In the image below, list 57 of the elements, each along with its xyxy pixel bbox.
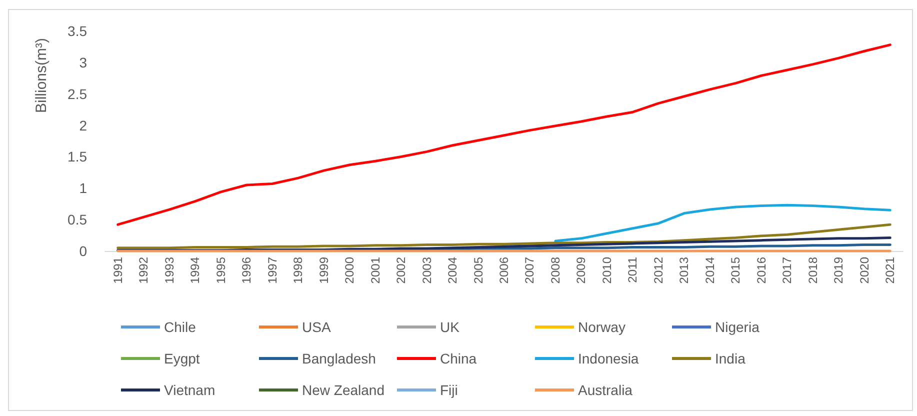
- x-tick-label: 1997: [265, 256, 280, 284]
- legend-label: Fiji: [440, 382, 458, 398]
- x-tick-label: 2002: [394, 256, 408, 284]
- x-tick-label: 2019: [832, 256, 846, 284]
- x-tick-label: 2001: [368, 256, 382, 284]
- x-tick-label: 2008: [548, 256, 562, 284]
- x-tick-label: 2021: [883, 256, 898, 284]
- x-tick-label: 2014: [702, 256, 717, 284]
- x-tick-label: 1995: [214, 256, 228, 284]
- x-tick-label: 2013: [677, 256, 692, 284]
- x-tick-label: 2012: [651, 256, 666, 284]
- line-series: [554, 204, 892, 242]
- x-tick-label: 2011: [626, 256, 640, 283]
- x-tick-label: 2000: [342, 256, 357, 284]
- legend-label: Vietnam: [164, 382, 216, 398]
- legend-label: Indonesia: [578, 350, 639, 366]
- legend-label: UK: [440, 319, 460, 335]
- x-tick-label: 2010: [600, 256, 614, 284]
- y-tick-label: 1: [79, 180, 88, 196]
- x-tick-label: 2005: [471, 256, 486, 284]
- x-tick-label: 1999: [316, 256, 331, 284]
- x-tick-label: 2007: [522, 256, 537, 284]
- x-tick-label: 1996: [240, 256, 254, 284]
- x-tick-label: 2006: [497, 256, 511, 284]
- x-tick-label: 1992: [136, 256, 151, 284]
- y-tick-label: 1.5: [68, 148, 88, 165]
- line-series: [116, 223, 892, 250]
- x-tick-label: 2009: [574, 256, 588, 284]
- x-tick-label: 2015: [728, 256, 743, 284]
- y-tick-label: 0.5: [68, 212, 88, 228]
- y-tick-label: 3.5: [68, 23, 88, 39]
- x-tick-label: 2020: [857, 256, 872, 284]
- legend-label: India: [715, 350, 746, 366]
- legend-label: Nigeria: [715, 319, 760, 335]
- legend-label: Bangladesh: [302, 350, 376, 366]
- legend-label: Chile: [164, 319, 196, 335]
- x-tick-label: 2018: [806, 256, 820, 284]
- legend-label: China: [440, 350, 477, 366]
- y-tick-label: 2: [79, 117, 88, 134]
- legend-label: New Zealand: [302, 382, 384, 398]
- legend-label: Eygpt: [164, 350, 200, 366]
- y-axis-title: Billions(m³): [33, 38, 50, 113]
- y-tick-label: 0: [79, 243, 88, 259]
- y-tick-label: 3: [79, 54, 88, 70]
- x-tick-label: 2017: [780, 256, 794, 284]
- x-tick-label: 2016: [754, 256, 768, 284]
- x-tick-label: 2003: [420, 256, 434, 284]
- x-tick-label: 1994: [188, 256, 202, 284]
- y-tick-label: 2.5: [68, 86, 88, 102]
- x-tick-label: 1993: [162, 256, 176, 284]
- legend-label: Australia: [578, 382, 633, 398]
- x-tick-label: 1998: [291, 256, 306, 284]
- legend-label: Norway: [578, 319, 626, 335]
- x-tick-label: 1991: [110, 256, 125, 284]
- line-series: [116, 44, 892, 226]
- x-tick-label: 2004: [446, 256, 460, 284]
- legend-label: USA: [302, 319, 332, 335]
